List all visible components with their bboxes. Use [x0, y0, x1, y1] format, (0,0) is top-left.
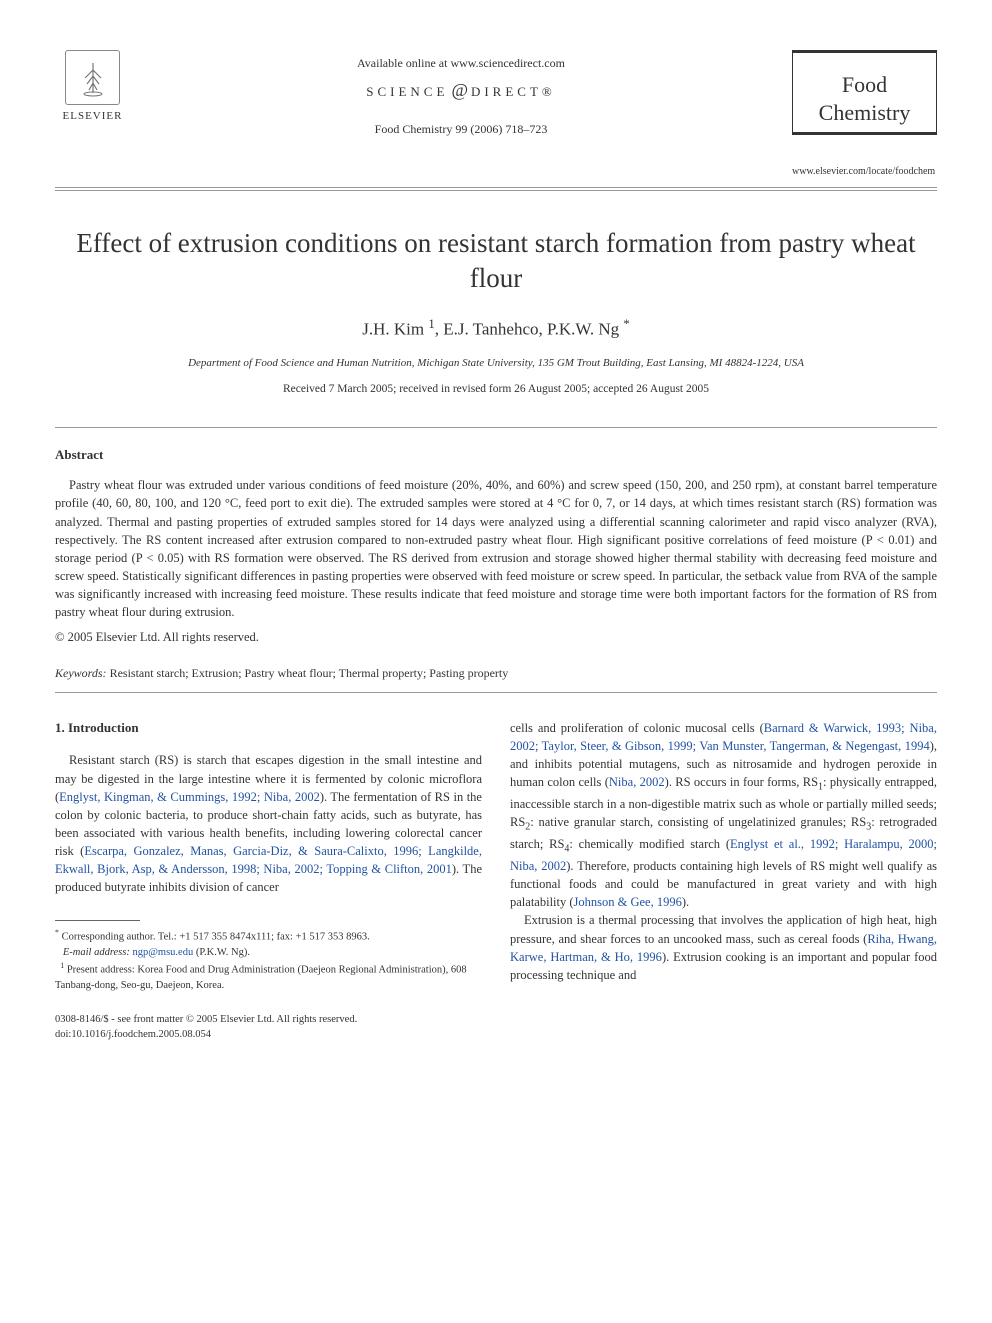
elsevier-logo: ELSEVIER: [55, 50, 130, 135]
author-2: E.J. Tanhehco: [443, 320, 538, 339]
journal-box: Food Chemistry: [792, 50, 937, 135]
column-right: cells and proliferation of colonic mucos…: [510, 719, 937, 1043]
cite-link-1[interactable]: Englyst, Kingman, & Cummings, 1992; Niba…: [59, 790, 320, 804]
present-sup: 1: [60, 961, 64, 970]
keywords-label: Keywords:: [55, 666, 107, 680]
corr-text: Corresponding author. Tel.: +1 517 355 8…: [62, 932, 370, 943]
front-matter-line: 0308-8146/$ - see front matter © 2005 El…: [55, 1013, 482, 1028]
doi-line: doi:10.1016/j.foodchem.2005.08.054: [55, 1028, 482, 1043]
journal-name-line2: Chemistry: [819, 100, 911, 125]
abstract-heading: Abstract: [55, 446, 937, 464]
intro-para-1-right: cells and proliferation of colonic mucos…: [510, 719, 937, 912]
author-1-sup: 1: [428, 317, 434, 331]
abstract-top-rule: [55, 427, 937, 428]
journal-box-wrapper: Food Chemistry www.elsevier.com/locate/f…: [792, 50, 937, 179]
journal-name: Food Chemistry: [799, 71, 930, 126]
c2p1-mid4: : native granular starch, consisting of …: [530, 815, 866, 829]
page-header: ELSEVIER Available online at www.science…: [55, 50, 937, 179]
abstract-body: Pastry wheat flour was extruded under va…: [55, 476, 937, 621]
authors: J.H. Kim 1, E.J. Tanhehco, P.K.W. Ng *: [55, 316, 937, 341]
header-rule-1: [55, 187, 937, 188]
email-link[interactable]: ngp@msu.edu: [132, 947, 193, 958]
present-text: Present address: Korea Food and Drug Adm…: [55, 965, 467, 991]
c2p1-mid6: : chemically modified starch (: [569, 837, 730, 851]
keywords-list: Resistant starch; Extrusion; Pastry whea…: [110, 666, 509, 680]
footnote-rule: [55, 920, 140, 921]
journal-url: www.elsevier.com/locate/foodchem: [792, 165, 937, 179]
c2p1-post: ).: [682, 895, 689, 909]
author-3: P.K.W. Ng: [547, 320, 619, 339]
sd-right: DIRECT®: [471, 84, 556, 99]
body-columns: 1. Introduction Resistant starch (RS) is…: [55, 719, 937, 1043]
elsevier-label: ELSEVIER: [63, 109, 123, 124]
sciencedirect-logo: SCIENCE@DIRECT®: [130, 78, 792, 103]
footnote-email: E-mail address: ngp@msu.edu (P.K.W. Ng).: [55, 946, 482, 961]
header-rule-2: [55, 190, 937, 191]
column-left: 1. Introduction Resistant starch (RS) is…: [55, 719, 482, 1043]
c2p1-mid2: ). RS occurs in four forms, RS: [665, 775, 818, 789]
abstract-bottom-rule: [55, 692, 937, 693]
cite-link-4[interactable]: Niba, 2002: [609, 775, 665, 789]
cite-link-6[interactable]: Johnson & Gee, 1996: [574, 895, 682, 909]
intro-para-2-right: Extrusion is a thermal processing that i…: [510, 911, 937, 984]
email-label: E-mail address:: [63, 947, 130, 958]
journal-name-line1: Food: [842, 72, 887, 97]
author-3-sup: *: [623, 317, 629, 331]
affiliation: Department of Food Science and Human Nut…: [55, 356, 937, 371]
journal-citation: Food Chemistry 99 (2006) 718–723: [130, 121, 792, 138]
article-dates: Received 7 March 2005; received in revis…: [55, 381, 937, 397]
sd-left: SCIENCE: [366, 84, 448, 99]
intro-heading: 1. Introduction: [55, 719, 482, 738]
author-1: J.H. Kim: [362, 320, 424, 339]
elsevier-tree-icon: [65, 50, 120, 105]
email-post: (P.K.W. Ng).: [193, 947, 250, 958]
keywords-line: Keywords: Resistant starch; Extrusion; P…: [55, 665, 937, 682]
header-center: Available online at www.sciencedirect.co…: [130, 50, 792, 138]
bottom-info: 0308-8146/$ - see front matter © 2005 El…: [55, 1013, 482, 1042]
available-online-text: Available online at www.sciencedirect.co…: [130, 55, 792, 72]
footnote-corresponding: * Corresponding author. Tel.: +1 517 355…: [55, 927, 482, 945]
corr-sup: *: [55, 928, 59, 937]
c2p1-pre: cells and proliferation of colonic mucos…: [510, 721, 764, 735]
footnote-present-address: 1 Present address: Korea Food and Drug A…: [55, 960, 482, 993]
article-title: Effect of extrusion conditions on resist…: [55, 226, 937, 296]
abstract-text: Pastry wheat flour was extruded under va…: [55, 476, 937, 621]
intro-para-1-left: Resistant starch (RS) is starch that esc…: [55, 751, 482, 896]
cite-link-2[interactable]: Escarpa, Gonzalez, Manas, Garcia-Diz, & …: [55, 844, 482, 876]
abstract-copyright: © 2005 Elsevier Ltd. All rights reserved…: [55, 629, 937, 647]
sd-at-icon: @: [448, 80, 471, 100]
